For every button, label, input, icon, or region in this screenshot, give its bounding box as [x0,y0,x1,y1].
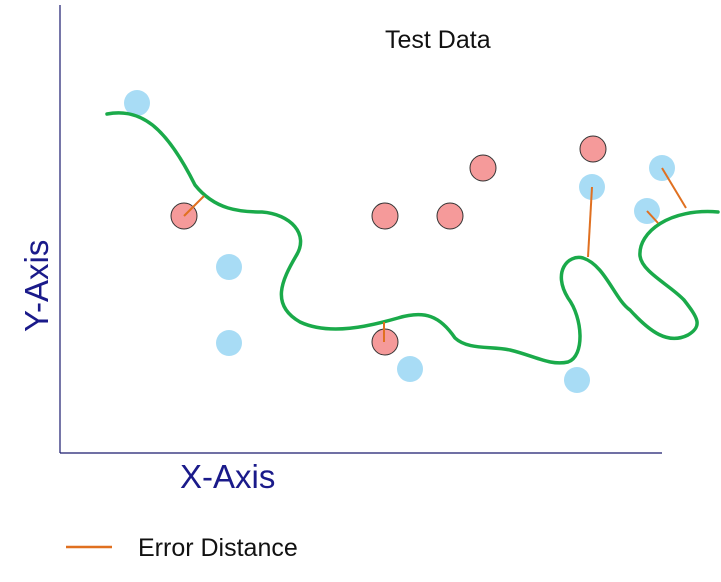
blue-point [564,367,590,393]
error-distance-segment [661,167,687,209]
error-distance-segment [183,195,205,217]
error-distance-segment [646,210,659,224]
y-axis-label: Y-Axis [18,240,55,332]
diagram-title: Test Data [385,26,491,54]
blue-point [397,356,423,382]
pink-point [436,202,464,230]
pink-point [469,154,497,182]
pink-point [579,135,607,163]
blue-point [216,330,242,356]
error-distance-segment [587,186,593,258]
pink-point [371,202,399,230]
decision-boundary-curve [105,111,720,365]
blue-point [216,254,242,280]
x-axis-label: X-Axis [180,458,275,495]
legend: Error Distance [66,534,298,562]
blue-point [124,90,150,116]
legend-error-label: Error Distance [138,534,298,562]
